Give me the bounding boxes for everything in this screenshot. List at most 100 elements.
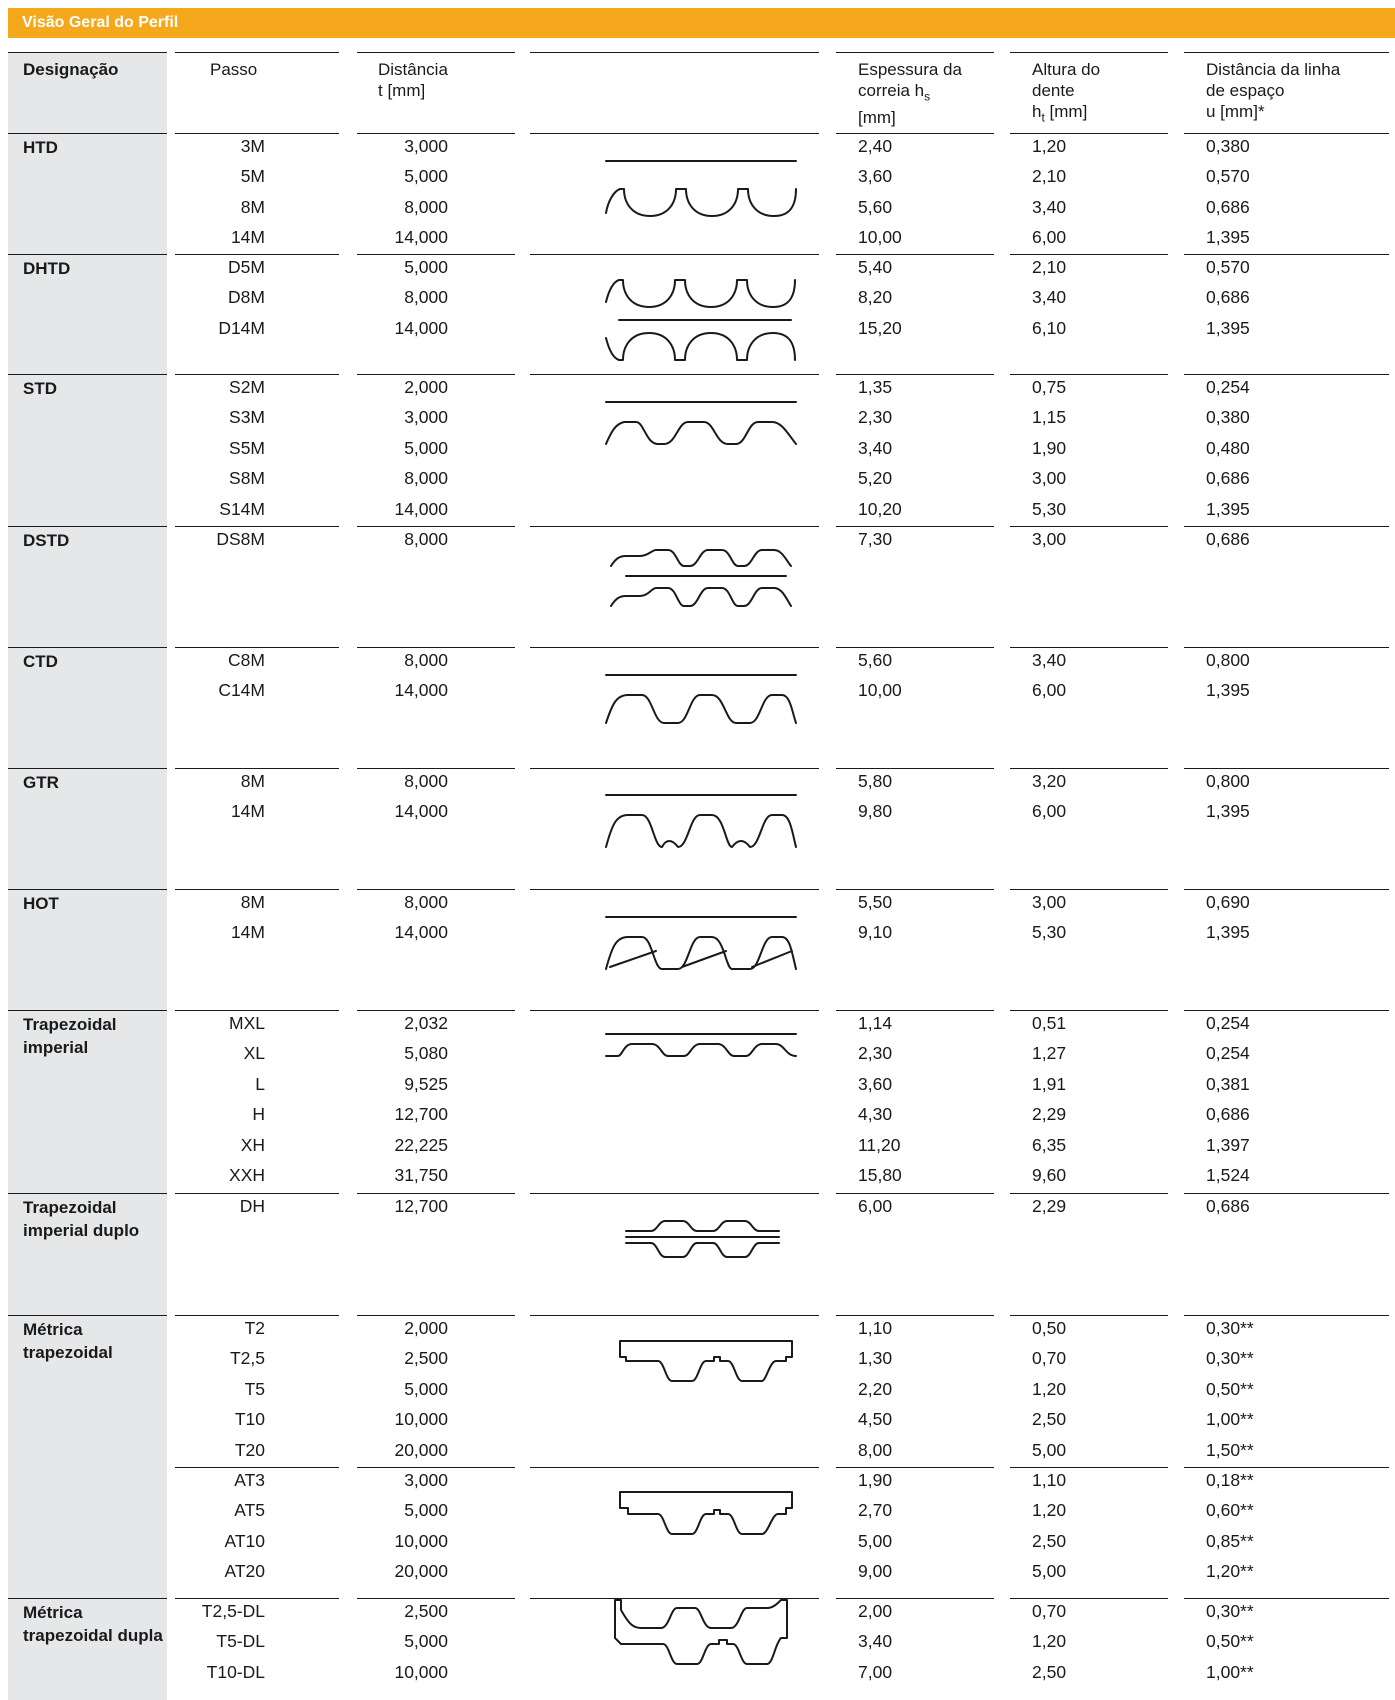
table-cell: 1,395 [1206,680,1250,701]
table-cell: 2,10 [1032,166,1067,187]
table-cell: 5,000 [404,1378,448,1399]
table-cell: 0,30** [1206,1348,1254,1369]
table-cell: 8,000 [404,287,448,308]
table-cell: 8,000 [404,529,448,549]
belt-profile-drawing [605,674,797,724]
group-designation: HTD [23,138,58,157]
table-cell: 0,254 [1206,377,1250,397]
table-cell: 1,35 [858,377,893,397]
belt-profile-drawing [605,279,796,361]
table-cell: 4,30 [858,1104,893,1125]
group-designation: CTD [23,652,58,671]
belt-profile-drawing [610,549,792,607]
row-rule [530,1598,819,1599]
table-cell: 5,40 [858,257,893,277]
table-cell: 14M [230,227,265,248]
table-cell: 3,00 [1032,892,1067,912]
table-cell: T2 [244,1318,265,1338]
belt-profile-drawing-outline [605,794,797,848]
table-cell: 1,20 [1032,1500,1067,1521]
row-rule [175,647,339,648]
table-cell: 3,000 [404,1470,448,1490]
table-cell: 2,50 [1032,1530,1067,1551]
table-cell: S14M [219,498,265,519]
belt-profile-drawing [605,916,797,970]
row-rule [357,1193,515,1194]
table-cell: 0,380 [1206,136,1250,156]
row-rule [8,1315,167,1316]
table-cell: 10,20 [858,498,902,519]
table-cell: 9,10 [858,922,893,943]
table-cell: 0,30** [1206,1601,1254,1621]
header-distancia: Distância t [mm] [378,59,448,101]
table-cell: 0,70 [1032,1601,1067,1621]
table-cell: 5M [240,166,265,187]
table-cell: 20,000 [394,1561,448,1582]
table-cell: 1,30 [858,1348,893,1369]
table-cell: 1,395 [1206,227,1250,248]
belt-profile-drawing [619,1491,793,1535]
table-cell: 1,90 [1032,437,1067,458]
table-cell: 2,50 [1032,1409,1067,1430]
table-cell: 1,20** [1206,1561,1254,1582]
table-cell: 0,570 [1206,166,1250,187]
table-cell: 5,30 [1032,498,1067,519]
table-cell: 8,000 [404,771,448,791]
table-cell: S2M [229,377,265,397]
table-cell: 0,686 [1206,468,1250,489]
row-rule [1010,647,1168,648]
table-cell: S8M [229,468,265,489]
table-cell: T10 [234,1409,265,1430]
row-rule [1010,374,1168,375]
table-cell: 2,500 [404,1601,448,1621]
row-rule [836,889,994,890]
table-cell: 0,85** [1206,1530,1254,1551]
table-cell: T2,5-DL [201,1601,265,1621]
row-rule [530,889,819,890]
table-cell: T5 [244,1378,265,1399]
table-cell: 14,000 [394,922,448,943]
table-cell: 2,30 [858,1043,893,1064]
table-cell: 5,000 [404,1631,448,1652]
table-cell: 8M [240,892,265,912]
row-rule [357,374,515,375]
table-cell: 0,60** [1206,1500,1254,1521]
header-rule [530,52,819,53]
table-cell: 2,032 [404,1013,448,1033]
table-cell: 10,000 [394,1661,448,1682]
group-designation: Métrica trapezoidal [23,1320,113,1362]
table-cell: T10-DL [206,1661,265,1682]
table-cell: AT5 [234,1500,265,1521]
table-cell: 1,20 [1032,1378,1067,1399]
table-cell: 2,29 [1032,1196,1067,1216]
table-cell: 1,524 [1206,1165,1250,1185]
table-cell: XH [240,1134,265,1155]
row-rule [357,254,515,255]
table-cell: DS8M [216,529,265,549]
row-rule [530,374,819,375]
row-rule [836,1010,994,1011]
table-cell: 3,00 [1032,529,1067,549]
table-cell: H [252,1104,265,1125]
table-cell: 2,20 [858,1378,893,1399]
table-cell: 14M [230,922,265,943]
table-cell: 0,570 [1206,257,1250,277]
table-cell: C14M [218,680,265,701]
row-rule [8,647,167,648]
table-cell: 1,00** [1206,1661,1254,1682]
table-cell: 0,75 [1032,377,1067,397]
row-rule [1010,1467,1168,1468]
table-cell: 2,40 [858,136,893,156]
header-rule [357,52,515,53]
table-cell: 10,000 [394,1530,448,1551]
row-rule [357,768,515,769]
table-cell: 5,00 [858,1530,893,1551]
table-cell: AT3 [234,1470,265,1490]
table-cell: 0,690 [1206,892,1250,912]
table-cell: 1,10 [858,1318,893,1338]
group-designation: STD [23,379,57,398]
table-cell: DH [239,1196,265,1216]
table-cell: 2,70 [858,1500,893,1521]
header-text: t [mm] [378,81,426,100]
table-cell: 14,000 [394,680,448,701]
